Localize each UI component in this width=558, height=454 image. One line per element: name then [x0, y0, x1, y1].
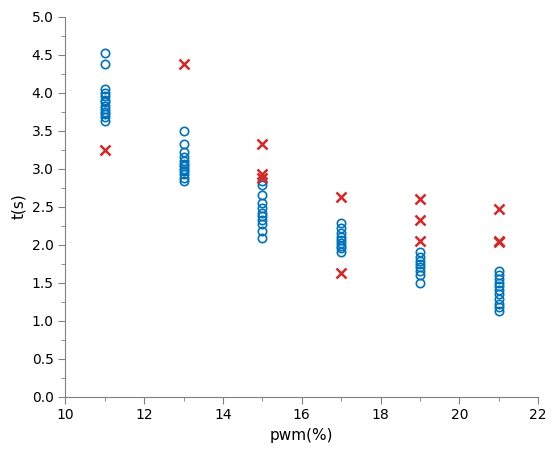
X-axis label: pwm(%): pwm(%) [270, 428, 334, 443]
Y-axis label: t(s): t(s) [11, 194, 26, 219]
